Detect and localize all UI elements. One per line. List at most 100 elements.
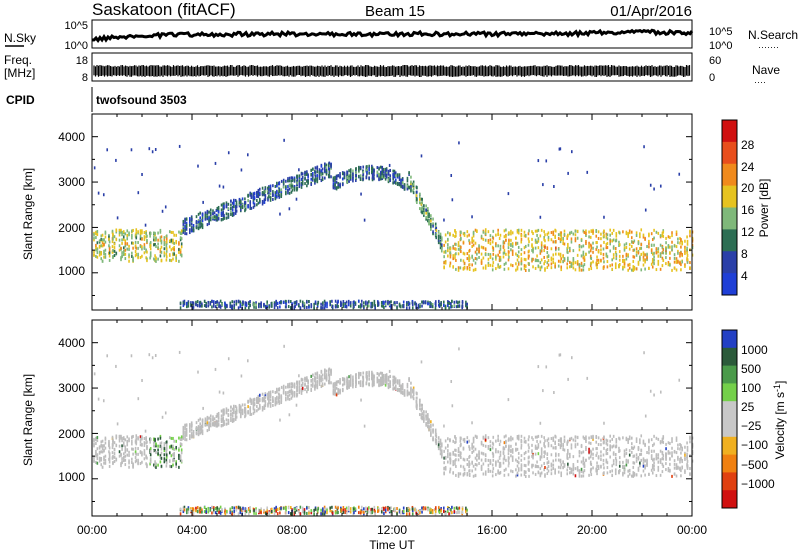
power-cell xyxy=(314,301,317,305)
power-cell xyxy=(523,234,526,238)
power-cell xyxy=(111,245,114,249)
power-cell xyxy=(550,258,553,262)
power-cell xyxy=(328,167,331,171)
velocity-cell xyxy=(121,436,123,440)
power-cell xyxy=(189,220,191,224)
velocity-cell xyxy=(476,458,478,462)
power-cell xyxy=(103,238,105,242)
velocity-cell xyxy=(257,394,260,398)
power-cell xyxy=(190,229,193,233)
velocity-cell xyxy=(141,460,143,464)
power-cell xyxy=(428,222,430,226)
power-cell xyxy=(615,252,618,256)
power-cell xyxy=(677,260,679,264)
velocity-cell xyxy=(268,392,270,396)
velocity-cell xyxy=(466,463,469,467)
velocity-cell xyxy=(113,441,116,445)
power-cell xyxy=(180,245,183,249)
velocity-cell xyxy=(434,429,437,433)
power-cell xyxy=(345,305,348,309)
power-cell xyxy=(343,171,346,175)
velocity-cell xyxy=(466,436,469,440)
power-cell xyxy=(644,208,647,212)
power-cell xyxy=(280,189,283,193)
power-cell xyxy=(472,232,475,236)
velocity-cell xyxy=(213,421,216,425)
power-cell xyxy=(348,173,350,177)
power-cell xyxy=(510,263,512,267)
velocity-cell xyxy=(215,414,218,418)
power-cell xyxy=(543,262,545,266)
velocity-cell xyxy=(316,386,319,390)
power-cell xyxy=(282,178,285,182)
power-cell xyxy=(316,170,319,174)
velocity-cell xyxy=(290,396,293,400)
velocity-cell xyxy=(258,403,261,407)
power-cell xyxy=(632,268,635,272)
power-cell xyxy=(304,176,306,180)
power-cell xyxy=(443,250,445,254)
velocity-cell xyxy=(192,430,195,434)
velocity-cell xyxy=(454,448,456,452)
power-cell xyxy=(371,305,374,309)
velocity-cell xyxy=(471,460,473,464)
power-cell xyxy=(628,266,631,270)
velocity-cell xyxy=(216,422,219,426)
power-cell xyxy=(139,229,142,233)
power-cell xyxy=(373,173,375,177)
power-cell xyxy=(498,237,501,241)
velocity-cell xyxy=(312,378,314,382)
velocity-cell xyxy=(149,440,151,444)
power-cell xyxy=(173,252,175,256)
power-cell xyxy=(304,171,306,175)
power-cell xyxy=(468,239,470,243)
power-colorbar-swatch xyxy=(722,163,737,187)
power-cell xyxy=(462,259,465,263)
power-cell xyxy=(287,179,289,183)
velocity-cell xyxy=(285,398,287,402)
velocity-cell xyxy=(300,378,303,382)
velocity-cell xyxy=(474,456,477,460)
power-cell xyxy=(359,177,362,181)
velocity-cell xyxy=(408,391,410,395)
power-colorbar-swatch xyxy=(722,229,737,252)
power-cell xyxy=(126,247,129,251)
power-cell xyxy=(516,230,519,234)
velocity-cell xyxy=(306,378,308,382)
power-cell xyxy=(542,183,544,187)
power-cell xyxy=(583,263,586,267)
power-cell xyxy=(440,247,443,251)
velocity-cell xyxy=(412,390,415,394)
power-cell xyxy=(665,256,667,260)
power-cell xyxy=(143,251,146,255)
power-cell xyxy=(544,267,546,271)
velocity-cell xyxy=(231,407,234,411)
velocity-cell xyxy=(457,474,460,478)
power-cell xyxy=(537,228,540,232)
power-cell xyxy=(655,268,658,272)
power-cell xyxy=(534,246,537,250)
power-cell xyxy=(520,257,523,261)
power-cell xyxy=(484,264,487,268)
power-cell xyxy=(410,175,412,179)
power-cell xyxy=(189,223,191,227)
power-cell xyxy=(487,240,490,244)
power-cell xyxy=(623,246,626,250)
velocity-cell xyxy=(249,399,252,403)
power-cell xyxy=(428,215,430,219)
power-cell xyxy=(354,301,357,305)
power-cell xyxy=(135,246,138,250)
power-cell xyxy=(334,182,336,186)
velocity-cell xyxy=(128,461,130,465)
velocity-cell xyxy=(216,412,219,416)
velocity-cell xyxy=(124,445,127,449)
power-cell xyxy=(103,243,105,247)
velocity-cell xyxy=(256,400,258,404)
power-cell xyxy=(224,303,227,307)
nsearch-label-line: ······· xyxy=(758,42,779,52)
velocity-cell xyxy=(348,383,350,387)
power-cell xyxy=(520,262,523,266)
power-cell xyxy=(306,305,308,309)
velocity-cell xyxy=(387,375,390,379)
power-cell xyxy=(122,230,125,234)
